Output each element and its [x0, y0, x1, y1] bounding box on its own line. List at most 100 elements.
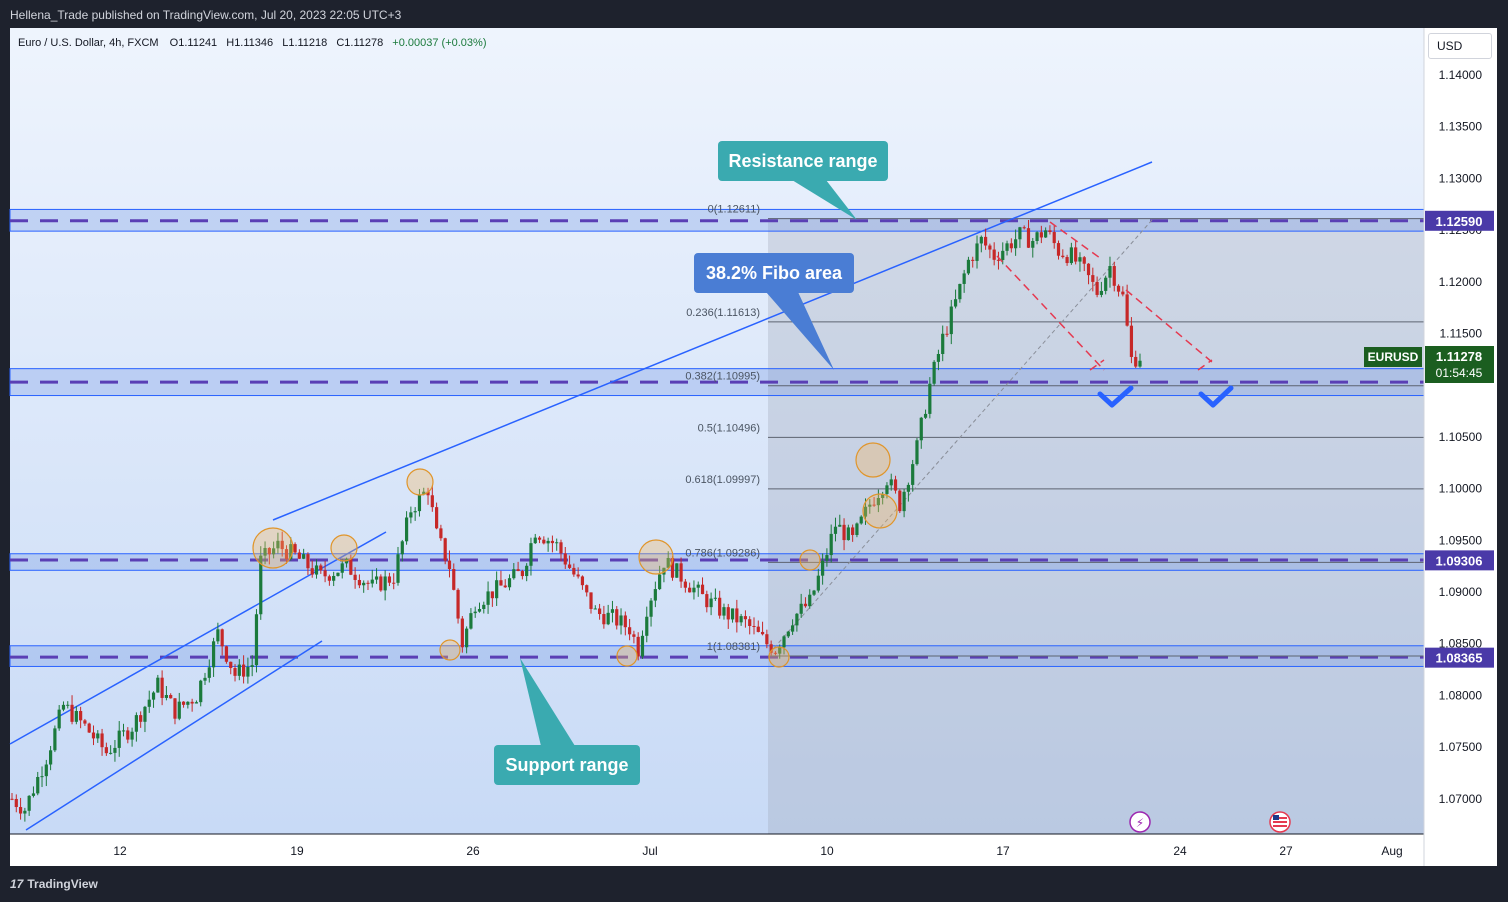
candle-body-59: [263, 547, 267, 556]
lightning-glyph: ⚡: [1136, 816, 1144, 830]
time-tick-1: 19: [290, 844, 304, 858]
candle-body-114: [499, 580, 503, 586]
support-callout-pointer: [520, 658, 575, 746]
candle-body-70: [310, 568, 314, 575]
publisher-bar: Hellena_Trade published on TradingView.c…: [0, 0, 1508, 28]
candle-body-33: [151, 692, 156, 700]
support-callout[interactable]: Support range: [494, 658, 640, 785]
candle-body-249: [1078, 257, 1082, 262]
candle-body-169: [735, 608, 739, 623]
time-axis[interactable]: 12 19 26 Jul 10 17 24 27 Aug: [113, 844, 1402, 858]
candle-body-213: [923, 413, 928, 418]
time-tick-2: 26: [466, 844, 480, 858]
candle-body-30: [139, 715, 143, 722]
currency-selector[interactable]: USD: [1428, 33, 1492, 59]
candle-body-173: [752, 626, 756, 628]
candle-body-40: [181, 701, 186, 705]
check-mark-1: [1097, 385, 1134, 408]
price-tick-1: 1.13500: [1439, 120, 1483, 134]
fib-label-0: 0(1.12611): [708, 204, 760, 216]
candle-body-209: [906, 484, 910, 492]
fib-retracement-area: [768, 218, 1424, 834]
candle-body-34: [156, 677, 160, 693]
candle-body-156: [679, 563, 683, 582]
candle-body-2: [18, 807, 23, 814]
fibo-callout[interactable]: 38.2% Fibo area: [694, 253, 854, 370]
candle-body-129: [563, 553, 567, 565]
candle-body-247: [1069, 247, 1073, 264]
fib-label-2: 0.382(1.10995): [685, 371, 760, 383]
candle-body-234: [1014, 239, 1018, 249]
candle-body-170: [739, 616, 743, 623]
symbol-tag-label: EURUSD: [1368, 350, 1419, 364]
candle-body-171: [743, 616, 748, 620]
touch-circle-8: [855, 442, 891, 478]
projection-line-1: [996, 255, 1105, 371]
candle-body-48: [216, 629, 220, 642]
candle-body-157: [683, 581, 687, 588]
candle-body-132: [576, 574, 580, 577]
candle-body-193: [838, 524, 842, 527]
candle-body-152: [662, 567, 666, 575]
touch-circle-3: [439, 639, 461, 661]
candle-body-26: [121, 730, 126, 732]
resistance-callout-label: Resistance range: [728, 151, 877, 171]
price-tag-label-2: 1.09306: [1436, 553, 1483, 568]
lightning-icon[interactable]: [1129, 811, 1151, 833]
candle-body-210: [911, 464, 915, 485]
candle-body-165: [718, 597, 722, 616]
candle-body-11: [57, 709, 61, 729]
candle-body-57: [254, 614, 259, 666]
candle-body-126: [550, 540, 555, 544]
candle-body-240: [1039, 232, 1043, 238]
candle-body-20: [96, 733, 100, 739]
projection-hook-2: [1197, 359, 1213, 371]
candle-body-228: [988, 245, 992, 250]
candle-body-41: [186, 701, 190, 705]
candle-body-200: [868, 504, 872, 507]
candle-body-140: [610, 609, 615, 613]
resistance-callout[interactable]: Resistance range: [718, 141, 888, 220]
fib-label-6: 1(1.08381): [707, 641, 760, 653]
candle-body-153: [666, 557, 670, 568]
candle-body-242: [1048, 230, 1052, 233]
candle-body-5: [31, 793, 36, 796]
tradingview-logo[interactable]: 17 TradingView: [10, 877, 98, 891]
price-tag-label-3: 1.08365: [1436, 651, 1483, 666]
candle-body-174: [756, 626, 760, 632]
price-tick-4: 1.12000: [1439, 275, 1483, 289]
fibonacci-levels: 0(1.12611) 0.236(1.11613) 0.382(1.10995) 0.…: [685, 204, 1424, 657]
touch-circle-9: [862, 493, 898, 529]
candle-body-66: [293, 544, 297, 553]
candle-body-227: [983, 236, 988, 246]
price-tick-12: 1.07500: [1439, 740, 1483, 754]
price-axis[interactable]: 1.140001.135001.130001.125001.120001.115…: [1439, 68, 1483, 806]
fib-label-1: 0.236(1.11613): [686, 307, 760, 319]
candle-body-118: [516, 569, 520, 572]
candle-body-149: [649, 600, 653, 617]
candle-body-1: [14, 798, 18, 808]
candle-body-225: [975, 243, 979, 261]
candle-body-217: [941, 333, 945, 354]
candle-body-186: [808, 594, 812, 607]
candle-body-121: [529, 543, 533, 566]
candle-body-3: [23, 810, 27, 814]
candle-body-260: [1125, 294, 1129, 326]
ohlc-low: L1.11218: [282, 37, 327, 49]
candle-body-191: [829, 533, 833, 556]
candle-body-95: [417, 494, 422, 512]
touch-circle-2: [406, 468, 434, 496]
candle-body-62: [276, 540, 280, 549]
footer-bar: 17 TradingView: [0, 866, 1508, 902]
candle-body-83: [366, 582, 370, 584]
current-price-box: [1425, 346, 1494, 383]
candle-body-194: [842, 524, 846, 541]
candle-body-47: [211, 641, 216, 668]
candle-body-154: [670, 557, 675, 578]
event-icons[interactable]: ⚡: [1129, 811, 1291, 833]
candle-body-178: [773, 652, 778, 654]
touch-circle-7: [799, 549, 821, 571]
candle-body-142: [619, 615, 623, 626]
candle-body-115: [503, 585, 507, 588]
